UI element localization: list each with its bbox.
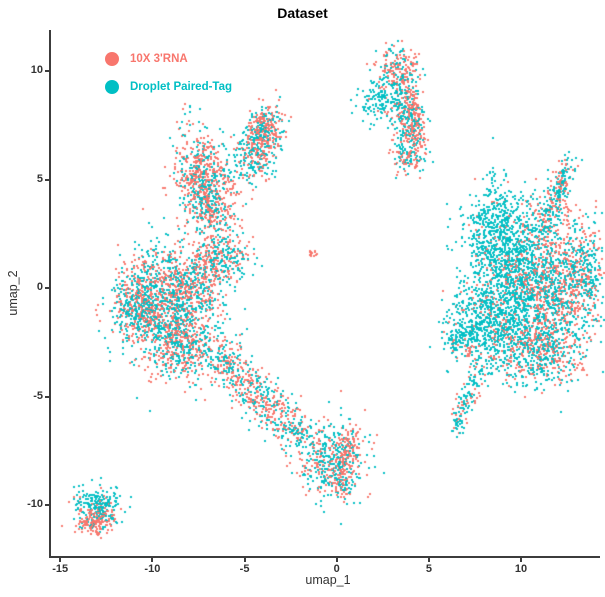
legend-item-10x-3rna: 10X 3'RNA [105, 52, 232, 66]
y-tick-label: 5 [36, 172, 43, 185]
x-tick-mark [243, 558, 246, 562]
x-axis-title: umap_1 [305, 573, 351, 587]
y-tick-mark [45, 395, 49, 398]
x-tick-label: 10 [514, 563, 528, 575]
x-tick-label: -5 [239, 563, 250, 575]
x-tick-label: 0 [333, 563, 340, 575]
y-tick-label: 0 [36, 281, 43, 294]
y-tick-mark [45, 178, 49, 181]
x-tick-mark [59, 558, 62, 562]
y-axis-line [49, 30, 51, 558]
x-axis-line [49, 556, 600, 558]
x-tick-label: -10 [144, 563, 161, 575]
y-tick-label: -10 [27, 497, 43, 510]
legend: 10X 3'RNA Droplet Paired-Tag [105, 52, 232, 108]
legend-swatch-droplet-paired-tag [105, 80, 119, 94]
x-tick-label: 5 [425, 563, 432, 575]
x-tick-mark [151, 558, 154, 562]
legend-item-droplet-paired-tag: Droplet Paired-Tag [105, 80, 232, 94]
y-axis-title: umap_2 [6, 270, 20, 316]
legend-label-droplet-paired-tag: Droplet Paired-Tag [130, 81, 233, 93]
y-tick-label: 10 [30, 64, 43, 77]
y-tick-label: -5 [33, 389, 43, 402]
y-tick-mark [45, 503, 49, 506]
y-tick-mark [45, 70, 49, 73]
x-tick-mark [427, 558, 430, 562]
x-tick-mark [335, 558, 338, 562]
x-tick-label: -15 [52, 563, 69, 575]
legend-swatch-10x-3rna [105, 52, 119, 66]
x-tick-mark [520, 558, 523, 562]
y-tick-mark [45, 287, 49, 290]
legend-label-10x-3rna: 10X 3'RNA [130, 53, 188, 65]
